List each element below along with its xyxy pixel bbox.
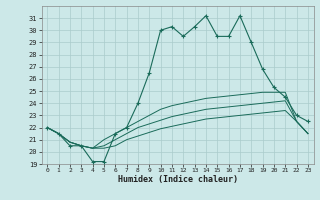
X-axis label: Humidex (Indice chaleur): Humidex (Indice chaleur) xyxy=(118,175,237,184)
